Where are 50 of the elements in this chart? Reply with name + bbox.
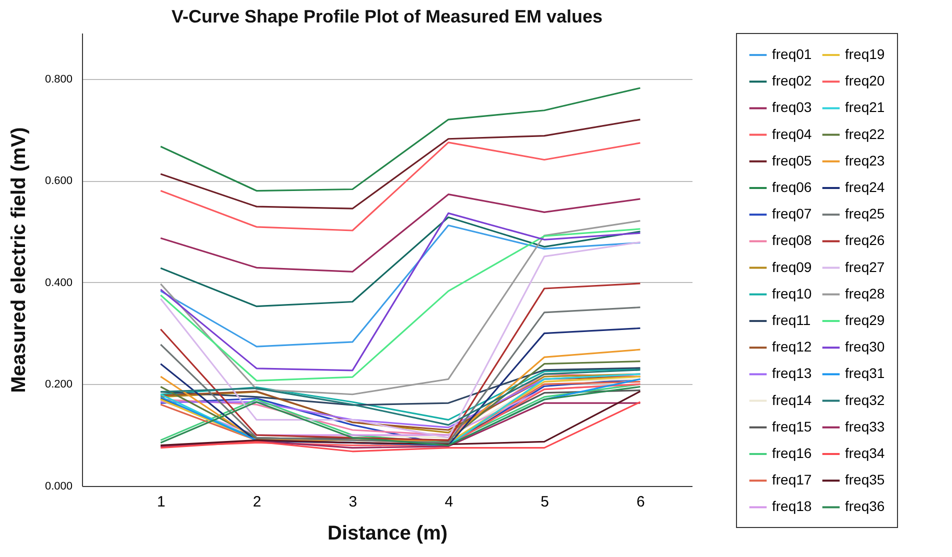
legend-label: freq02 [772,72,812,89]
legend-label: freq21 [845,99,885,116]
legend-label: freq25 [845,206,885,222]
legend-label: freq19 [845,46,885,62]
legend-label: freq05 [772,152,812,168]
legend-label: freq10 [772,285,812,302]
legend-label: freq27 [845,258,885,275]
legend-label: freq20 [845,72,885,89]
chart-title: V-Curve Shape Profile Plot of Measured EM values [171,6,603,26]
legend-label: freq28 [845,285,885,302]
legend-label: freq29 [845,312,885,328]
x-axis-title: Distance (m) [327,522,448,544]
legend-label: freq03 [772,99,812,116]
legend-label: freq14 [772,392,812,408]
legend-label: freq33 [845,418,885,434]
legend-label: freq08 [772,232,812,248]
y-tick-label: 0.400 [44,276,72,289]
x-tick-label: 5 [540,494,549,510]
y-tick-label: 0.200 [44,378,72,391]
y-tick-label: 0.800 [44,73,72,86]
x-tick-label: 1 [156,494,166,510]
legend-label: freq32 [845,392,885,408]
legend-label: freq30 [845,338,885,355]
legend-label: freq09 [772,258,812,275]
legend-label: freq36 [845,498,885,514]
legend-label: freq22 [845,126,885,142]
legend-label: freq26 [845,232,885,248]
legend-label: freq07 [772,206,812,222]
legend-label: freq12 [772,338,812,355]
legend-label: freq01 [772,46,812,62]
legend-label: freq04 [772,126,812,142]
legend-label: freq23 [845,152,885,168]
legend-label: freq11 [772,312,811,328]
legend-label: freq16 [772,445,812,461]
y-tick-label: 0.600 [44,175,72,188]
legend-label: freq15 [772,418,812,434]
x-tick-label: 4 [444,494,454,510]
legend-label: freq31 [845,365,885,382]
x-tick-label: 6 [636,494,645,510]
y-tick-label: 0.000 [44,480,72,492]
legend-label: freq18 [772,498,812,514]
legend-label: freq24 [845,179,885,195]
legend-label: freq17 [772,472,812,488]
x-tick-label: 3 [348,494,358,510]
legend-label: freq34 [845,445,885,461]
legend-label: freq35 [845,472,885,488]
legend-label: freq13 [772,365,812,382]
legend-label: freq06 [772,179,812,195]
y-axis-title: Measured electric field (mV) [8,127,30,393]
x-tick-label: 2 [252,494,262,510]
